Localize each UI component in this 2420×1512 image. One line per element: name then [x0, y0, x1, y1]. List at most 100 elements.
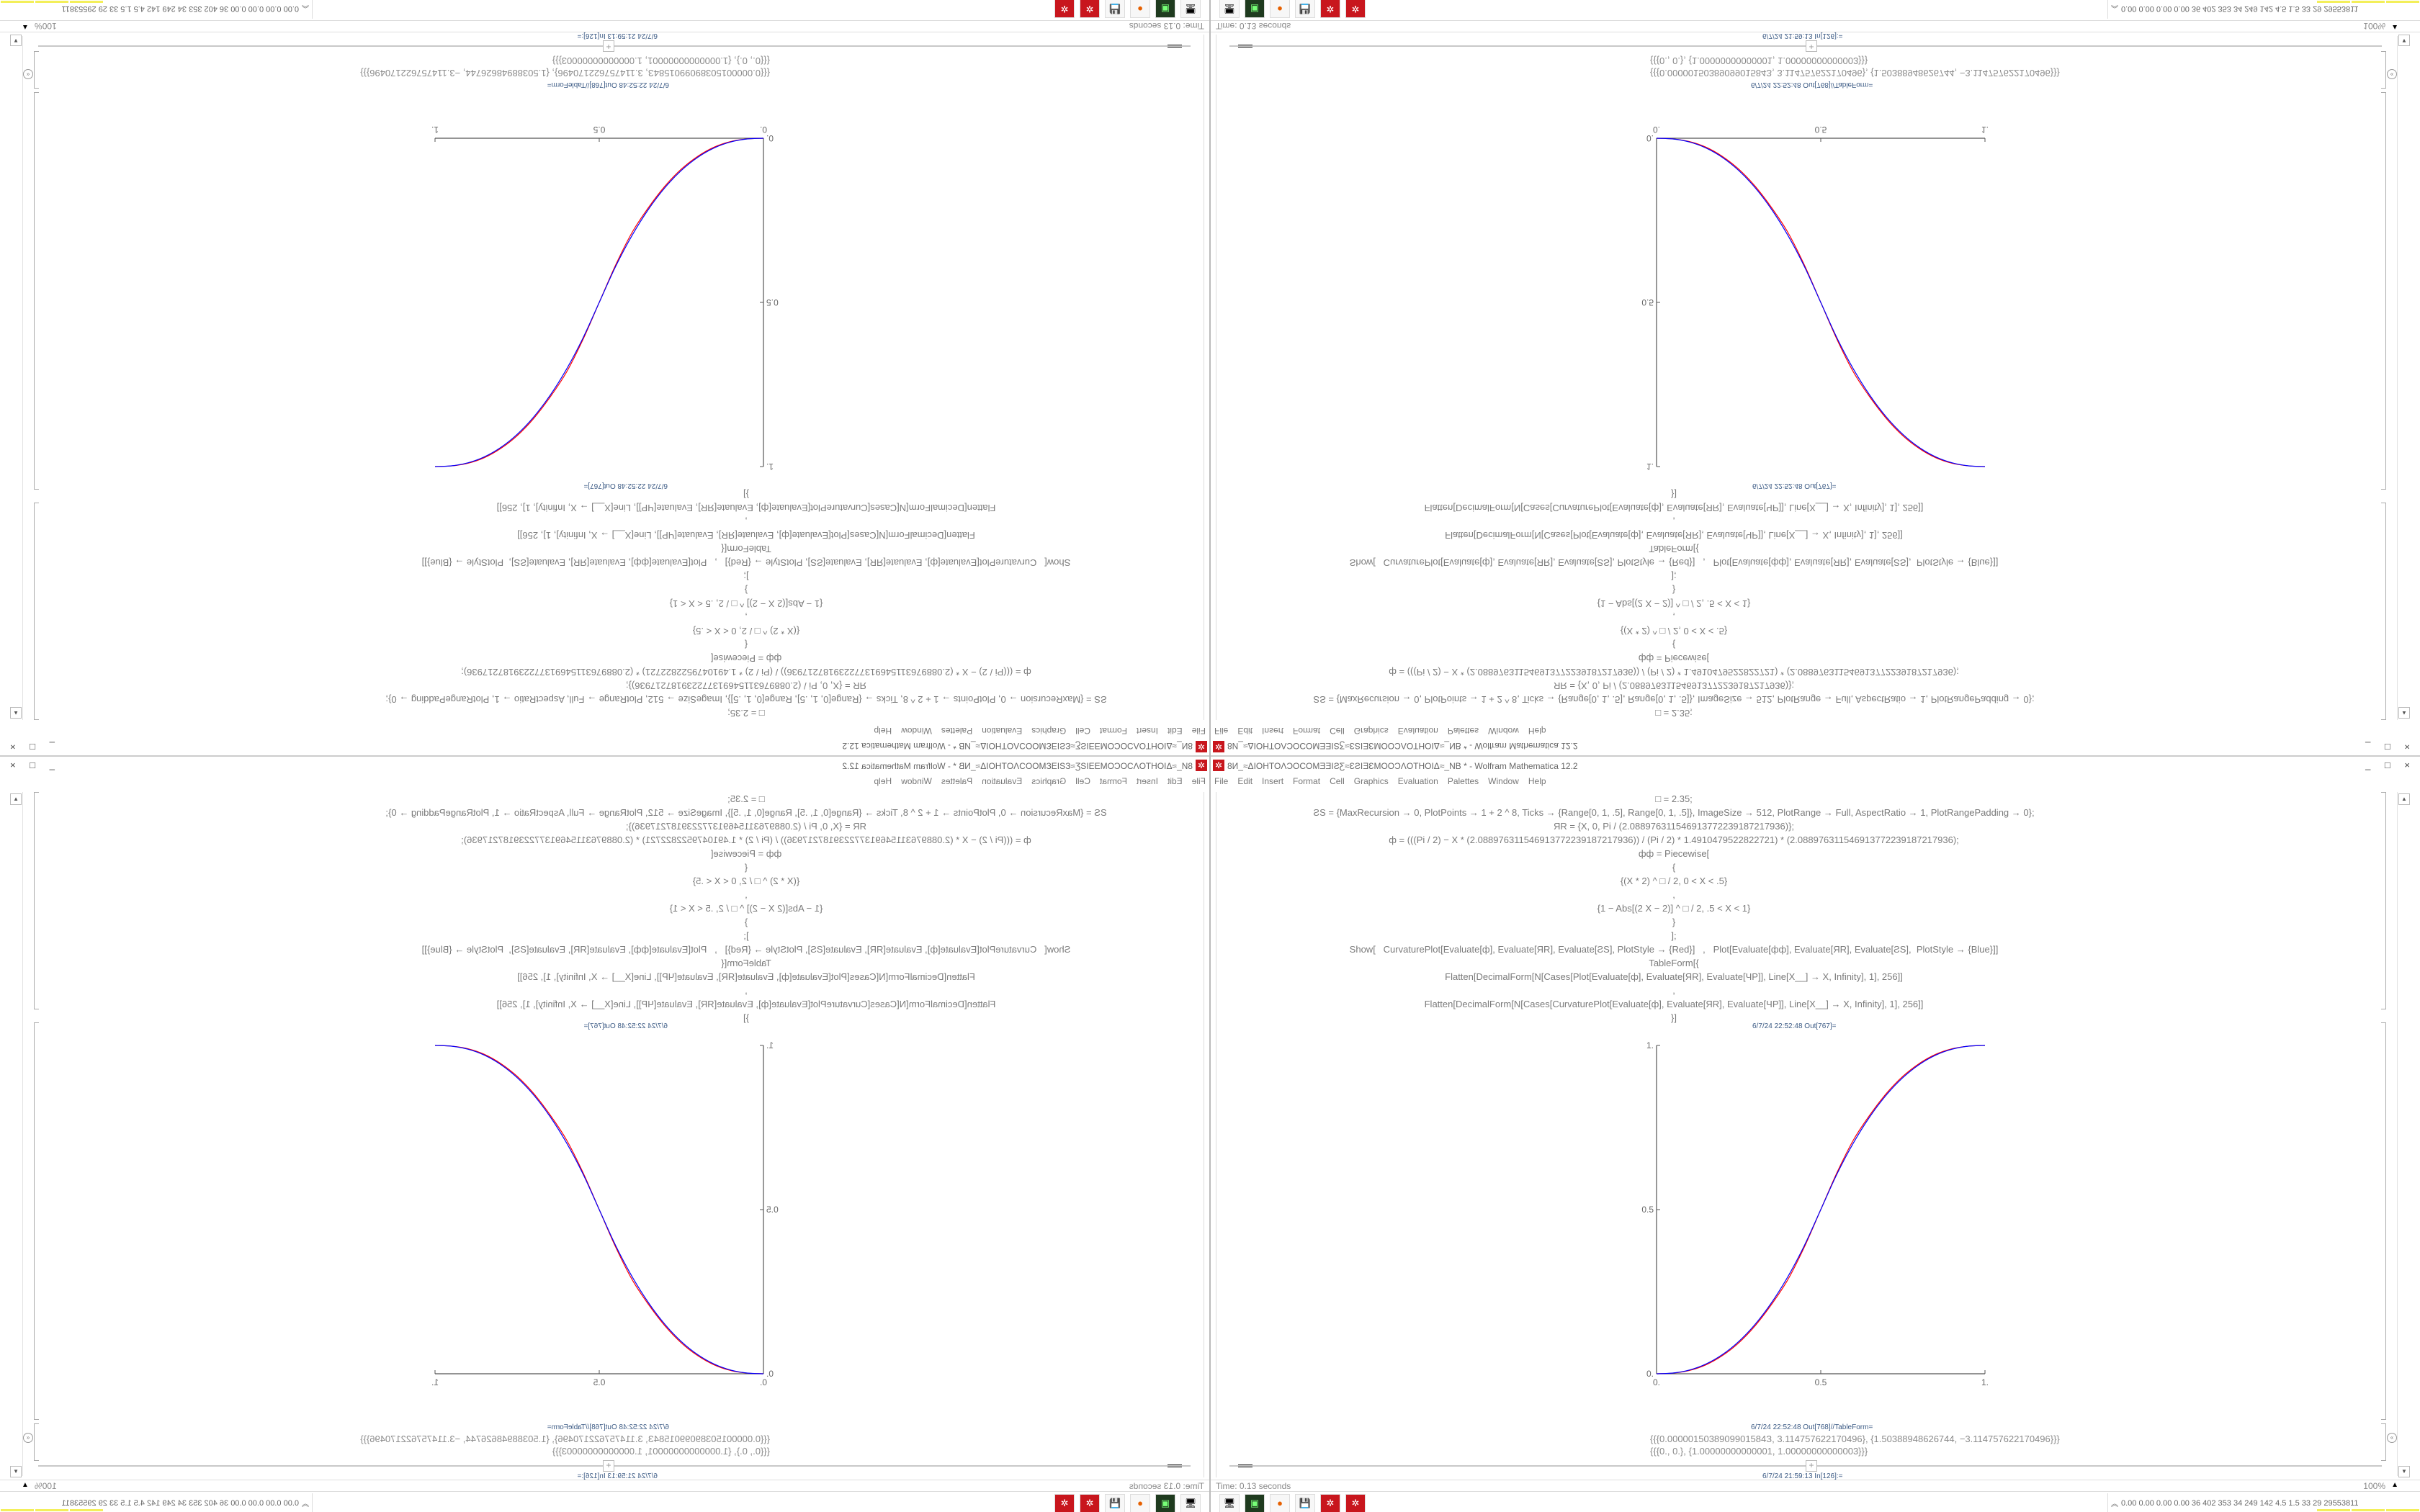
zoom-menu-icon[interactable]: ▲: [22, 23, 29, 31]
menu-help[interactable]: Help: [1528, 776, 1546, 786]
remote-desktop-icon[interactable]: 🖥: [1219, 1494, 1240, 1512]
menu-edit[interactable]: Edit: [1167, 726, 1183, 736]
firefox-icon[interactable]: ●: [1270, 0, 1290, 18]
menu-palettes[interactable]: Palettes: [941, 776, 973, 786]
terminal-icon[interactable]: ▣: [1155, 0, 1175, 18]
cell-bracket[interactable]: [2381, 503, 2386, 720]
mathematica-icon[interactable]: ✲: [1080, 0, 1100, 18]
floppy-64-icon[interactable]: 💾: [1105, 1494, 1125, 1512]
cell-bracket[interactable]: [34, 92, 39, 490]
menu-insert[interactable]: Insert: [1136, 776, 1158, 786]
menu-evaluation[interactable]: Evaluation: [982, 726, 1023, 736]
zoom-menu-icon[interactable]: ▲: [2391, 23, 2398, 31]
cell-insertion-line[interactable]: [38, 45, 1191, 47]
firefox-icon[interactable]: ●: [1270, 1494, 1290, 1512]
menu-graphics[interactable]: Graphics: [1031, 726, 1067, 736]
cell-bracket[interactable]: [34, 792, 39, 1009]
menu-cell[interactable]: Cell: [1330, 776, 1345, 786]
mathematica-icon[interactable]: ✲: [1054, 0, 1075, 18]
menu-help[interactable]: Help: [1528, 726, 1546, 736]
menu-graphics[interactable]: Graphics: [1353, 776, 1389, 786]
menu-graphics[interactable]: Graphics: [1353, 726, 1389, 736]
menu-format[interactable]: Format: [1293, 776, 1321, 786]
menu-file[interactable]: File: [1191, 726, 1206, 736]
notebook[interactable]: □ = 2.35; ƧS = {MaxRecursion → 0, PlotPoi…: [23, 792, 1204, 1480]
scroll-down-icon[interactable]: ▼: [10, 35, 22, 46]
menu-edit[interactable]: Edit: [1237, 726, 1253, 736]
chevron-up-icon[interactable]: ︽: [2111, 4, 2118, 12]
menu-evaluation[interactable]: Evaluation: [1397, 776, 1438, 786]
menu-evaluation[interactable]: Evaluation: [982, 776, 1023, 786]
terminal-icon[interactable]: ▣: [1245, 0, 1265, 18]
window-controls[interactable]: _ □ ×: [4, 742, 55, 752]
floppy-64-icon[interactable]: 💾: [1105, 0, 1125, 18]
menu-cell[interactable]: Cell: [1075, 776, 1090, 786]
menu-help[interactable]: Help: [874, 726, 892, 736]
zoom-level[interactable]: 100%: [2363, 21, 2385, 31]
menu-insert[interactable]: Insert: [1136, 726, 1158, 736]
remote-desktop-icon[interactable]: 🖥: [1219, 0, 1240, 18]
window-controls[interactable]: _ □ ×: [2365, 760, 2416, 770]
menu-file[interactable]: File: [1214, 726, 1229, 736]
menu-palettes[interactable]: Palettes: [1447, 726, 1479, 736]
mathematica-icon[interactable]: ✲: [1054, 1494, 1075, 1512]
window-controls[interactable]: _ □ ×: [4, 760, 55, 770]
menu-window[interactable]: Window: [1488, 726, 1519, 736]
menu-graphics[interactable]: Graphics: [1031, 776, 1067, 786]
expand-icon[interactable]: «: [23, 1433, 33, 1443]
menu-file[interactable]: File: [1191, 776, 1206, 786]
zoom-menu-icon[interactable]: ▲: [22, 1481, 29, 1489]
expand-icon[interactable]: «: [23, 69, 33, 79]
menu-palettes[interactable]: Palettes: [1447, 776, 1479, 786]
mathematica-icon[interactable]: ✲: [1320, 1494, 1340, 1512]
chevron-up-icon[interactable]: ︽: [302, 1500, 309, 1508]
add-cell-button[interactable]: +: [603, 1460, 614, 1472]
scrollbar[interactable]: [2397, 792, 2411, 1476]
menu-cell[interactable]: Cell: [1330, 726, 1345, 736]
menu-help[interactable]: Help: [874, 776, 892, 786]
scroll-up-icon[interactable]: ▲: [10, 793, 22, 805]
cell-bracket[interactable]: [34, 1022, 39, 1420]
cell-bracket[interactable]: [2381, 51, 2386, 89]
floppy-64-icon[interactable]: 💾: [1295, 1494, 1315, 1512]
menu-edit[interactable]: Edit: [1237, 776, 1253, 786]
menu-window[interactable]: Window: [1488, 776, 1519, 786]
mathematica-icon[interactable]: ✲: [1345, 1494, 1366, 1512]
scrollbar[interactable]: [9, 36, 23, 720]
cell-bracket[interactable]: [2381, 92, 2386, 490]
mathematica-icon[interactable]: ✲: [1345, 0, 1366, 18]
expand-icon[interactable]: «: [2387, 1433, 2397, 1443]
menu-format[interactable]: Format: [1099, 776, 1127, 786]
firefox-icon[interactable]: ●: [1130, 0, 1150, 18]
menu-window[interactable]: Window: [901, 776, 932, 786]
menu-file[interactable]: File: [1214, 776, 1229, 786]
menu-insert[interactable]: Insert: [1262, 776, 1284, 786]
scroll-up-icon[interactable]: ▲: [2398, 707, 2410, 719]
cell-bracket[interactable]: [2381, 1423, 2386, 1461]
add-cell-button[interactable]: +: [1806, 1460, 1817, 1472]
terminal-icon[interactable]: ▣: [1245, 1494, 1265, 1512]
notebook[interactable]: □ = 2.35; ƧS = {MaxRecursion → 0, PlotPoi…: [23, 32, 1204, 720]
menu-format[interactable]: Format: [1099, 726, 1127, 736]
firefox-icon[interactable]: ●: [1130, 1494, 1150, 1512]
add-cell-button[interactable]: +: [1806, 40, 1817, 52]
scroll-down-icon[interactable]: ▼: [2398, 1466, 2410, 1477]
scroll-up-icon[interactable]: ▲: [2398, 793, 2410, 805]
scrollbar[interactable]: [2397, 36, 2411, 720]
mathematica-icon[interactable]: ✲: [1080, 1494, 1100, 1512]
scroll-down-icon[interactable]: ▼: [10, 1466, 22, 1477]
notebook[interactable]: □ = 2.35; ƧS = {MaxRecursion → 0, PlotPoi…: [1216, 792, 2397, 1480]
scroll-up-icon[interactable]: ▲: [10, 707, 22, 719]
zoom-menu-icon[interactable]: ▲: [2391, 1481, 2398, 1489]
zoom-level[interactable]: 100%: [35, 1481, 57, 1491]
scrollbar[interactable]: [9, 792, 23, 1476]
zoom-level[interactable]: 100%: [2363, 1481, 2385, 1491]
cell-bracket[interactable]: [34, 51, 39, 89]
add-cell-button[interactable]: +: [603, 40, 614, 52]
menu-window[interactable]: Window: [901, 726, 932, 736]
menu-evaluation[interactable]: Evaluation: [1397, 726, 1438, 736]
cell-bracket[interactable]: [34, 503, 39, 720]
window-controls[interactable]: _ □ ×: [2365, 742, 2416, 752]
menu-insert[interactable]: Insert: [1262, 726, 1284, 736]
expand-icon[interactable]: «: [2387, 69, 2397, 79]
